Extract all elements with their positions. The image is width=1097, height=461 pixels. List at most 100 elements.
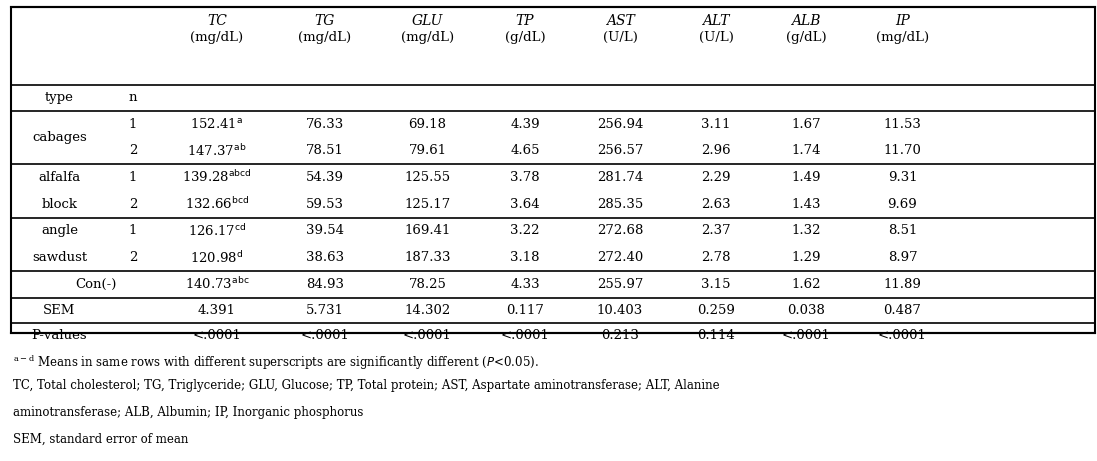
Text: 0.117: 0.117 bbox=[506, 304, 544, 317]
Text: 125.17: 125.17 bbox=[405, 198, 451, 211]
Text: 10.403: 10.403 bbox=[597, 304, 643, 317]
Text: 256.57: 256.57 bbox=[597, 144, 643, 157]
Text: (mg/dL): (mg/dL) bbox=[298, 31, 351, 44]
Text: 0.114: 0.114 bbox=[697, 329, 735, 343]
Text: TC, Total cholesterol; TG, Triglyceride; GLU, Glucose; TP, Total protein; AST, A: TC, Total cholesterol; TG, Triglyceride;… bbox=[13, 379, 720, 392]
Text: 2: 2 bbox=[128, 198, 137, 211]
Text: <.0001: <.0001 bbox=[781, 329, 830, 343]
Text: <.0001: <.0001 bbox=[500, 329, 550, 343]
Text: 38.63: 38.63 bbox=[306, 251, 344, 264]
Text: 78.51: 78.51 bbox=[306, 144, 344, 157]
Text: 256.94: 256.94 bbox=[597, 118, 643, 130]
Text: AST: AST bbox=[606, 14, 634, 28]
Text: TG: TG bbox=[315, 14, 336, 28]
Text: 84.93: 84.93 bbox=[306, 278, 344, 291]
Text: 3.64: 3.64 bbox=[510, 198, 540, 211]
Text: 5.731: 5.731 bbox=[306, 304, 344, 317]
Text: IP: IP bbox=[895, 14, 909, 28]
Text: 3.15: 3.15 bbox=[701, 278, 731, 291]
Text: 11.70: 11.70 bbox=[883, 144, 921, 157]
Text: 69.18: 69.18 bbox=[408, 118, 446, 130]
Text: $\mathregular{^{a-d}}$ Means in same rows with different superscripts are signif: $\mathregular{^{a-d}}$ Means in same row… bbox=[13, 353, 539, 372]
Text: 2.96: 2.96 bbox=[701, 144, 731, 157]
Text: <.0001: <.0001 bbox=[301, 329, 350, 343]
Text: 2.78: 2.78 bbox=[701, 251, 731, 264]
Text: 78.25: 78.25 bbox=[408, 278, 446, 291]
Text: 2.63: 2.63 bbox=[701, 198, 731, 211]
Text: (U/L): (U/L) bbox=[699, 31, 734, 44]
Text: (mg/dL): (mg/dL) bbox=[191, 31, 244, 44]
Text: 59.53: 59.53 bbox=[306, 198, 344, 211]
Text: 255.97: 255.97 bbox=[597, 278, 643, 291]
Text: (mg/dL): (mg/dL) bbox=[875, 31, 929, 44]
Text: 2: 2 bbox=[128, 251, 137, 264]
Text: angle: angle bbox=[41, 225, 78, 237]
Text: 1.32: 1.32 bbox=[791, 225, 821, 237]
Bar bbox=[0, 7, 1097, 333]
Text: 4.391: 4.391 bbox=[197, 304, 236, 317]
Text: 147.37$^{\mathrm{ab}}$: 147.37$^{\mathrm{ab}}$ bbox=[188, 143, 247, 159]
Text: aminotransferase; ALB, Albumin; IP, Inorganic phosphorus: aminotransferase; ALB, Albumin; IP, Inor… bbox=[13, 406, 363, 419]
Text: 1.67: 1.67 bbox=[791, 118, 821, 130]
Text: 9.31: 9.31 bbox=[887, 171, 917, 184]
Text: 3.11: 3.11 bbox=[701, 118, 731, 130]
Text: (g/dL): (g/dL) bbox=[785, 31, 826, 44]
Text: (mg/dL): (mg/dL) bbox=[400, 31, 454, 44]
Text: 1: 1 bbox=[128, 171, 137, 184]
Text: 4.39: 4.39 bbox=[510, 118, 540, 130]
Text: block: block bbox=[42, 198, 78, 211]
Text: 169.41: 169.41 bbox=[405, 225, 451, 237]
Text: 2.37: 2.37 bbox=[701, 225, 731, 237]
Text: ALB: ALB bbox=[791, 14, 821, 28]
Text: 1: 1 bbox=[128, 118, 137, 130]
Text: 272.40: 272.40 bbox=[597, 251, 643, 264]
Text: alfalfa: alfalfa bbox=[38, 171, 80, 184]
Text: ALT: ALT bbox=[702, 14, 730, 28]
Text: GLU: GLU bbox=[411, 14, 443, 28]
Text: 140.73$^{\mathrm{abc}}$: 140.73$^{\mathrm{abc}}$ bbox=[184, 277, 249, 292]
Text: 0.213: 0.213 bbox=[601, 329, 638, 343]
Text: 1.43: 1.43 bbox=[791, 198, 821, 211]
Text: 76.33: 76.33 bbox=[306, 118, 344, 130]
Text: <.0001: <.0001 bbox=[193, 329, 241, 343]
Text: (g/dL): (g/dL) bbox=[505, 31, 545, 44]
Text: 8.51: 8.51 bbox=[887, 225, 917, 237]
Text: 54.39: 54.39 bbox=[306, 171, 344, 184]
Text: 14.302: 14.302 bbox=[405, 304, 451, 317]
Text: 9.69: 9.69 bbox=[887, 198, 917, 211]
Text: 187.33: 187.33 bbox=[405, 251, 451, 264]
Text: 1.29: 1.29 bbox=[791, 251, 821, 264]
Text: 125.55: 125.55 bbox=[405, 171, 451, 184]
Text: 4.33: 4.33 bbox=[510, 278, 540, 291]
Text: 2: 2 bbox=[128, 144, 137, 157]
Text: 285.35: 285.35 bbox=[597, 198, 643, 211]
Text: sawdust: sawdust bbox=[32, 251, 87, 264]
Text: <.0001: <.0001 bbox=[878, 329, 927, 343]
Text: (U/L): (U/L) bbox=[602, 31, 637, 44]
Text: type: type bbox=[45, 91, 73, 105]
Text: n: n bbox=[128, 91, 137, 105]
Text: 1: 1 bbox=[128, 225, 137, 237]
Text: 0.259: 0.259 bbox=[697, 304, 735, 317]
Text: 11.53: 11.53 bbox=[883, 118, 921, 130]
Text: P-values: P-values bbox=[32, 329, 88, 343]
Text: Con(-): Con(-) bbox=[76, 278, 117, 291]
Text: 3.22: 3.22 bbox=[510, 225, 540, 237]
Text: TC: TC bbox=[207, 14, 227, 28]
Bar bbox=[11, 7, 1095, 333]
Text: 1.62: 1.62 bbox=[791, 278, 821, 291]
Text: TP: TP bbox=[516, 14, 534, 28]
Text: 2.29: 2.29 bbox=[701, 171, 731, 184]
Text: <.0001: <.0001 bbox=[403, 329, 452, 343]
Text: 11.89: 11.89 bbox=[883, 278, 921, 291]
Text: 0.038: 0.038 bbox=[787, 304, 825, 317]
Text: SEM: SEM bbox=[43, 304, 76, 317]
Text: 8.97: 8.97 bbox=[887, 251, 917, 264]
Text: 3.78: 3.78 bbox=[510, 171, 540, 184]
Text: SEM, standard error of mean: SEM, standard error of mean bbox=[13, 433, 189, 446]
Text: 1.74: 1.74 bbox=[791, 144, 821, 157]
Text: 1.49: 1.49 bbox=[791, 171, 821, 184]
Text: 4.65: 4.65 bbox=[510, 144, 540, 157]
Text: 281.74: 281.74 bbox=[597, 171, 643, 184]
Text: 3.18: 3.18 bbox=[510, 251, 540, 264]
